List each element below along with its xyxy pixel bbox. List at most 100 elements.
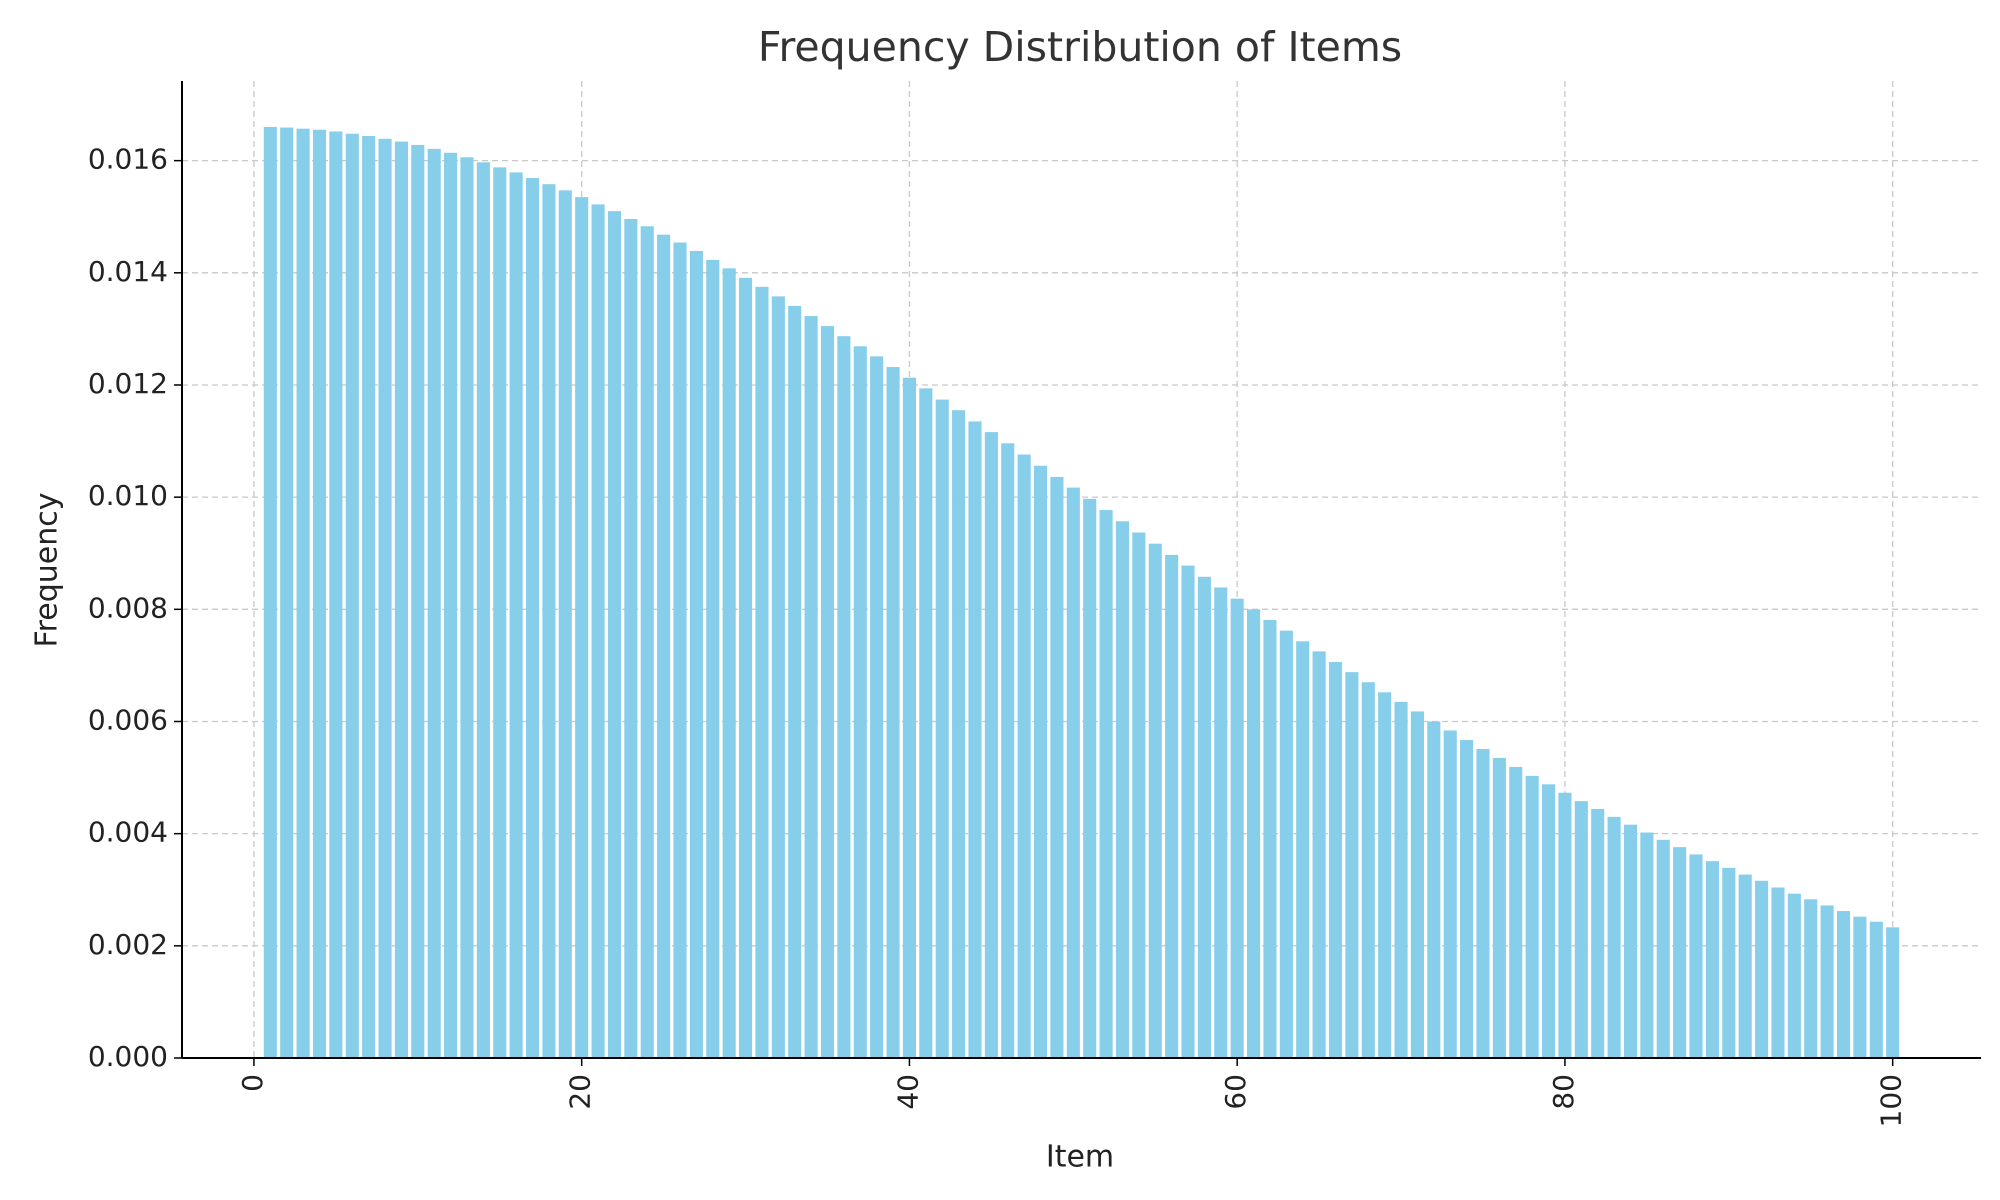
y-tick-label: 0.002 bbox=[88, 928, 168, 961]
bar bbox=[1361, 682, 1375, 1058]
y-tick-label: 0.012 bbox=[88, 367, 168, 400]
y-tick-label: 0.006 bbox=[88, 703, 168, 736]
bar bbox=[1115, 521, 1130, 1058]
bar bbox=[476, 162, 490, 1059]
bar bbox=[558, 190, 572, 1059]
bar bbox=[1427, 721, 1441, 1058]
bar bbox=[919, 388, 933, 1058]
bar bbox=[1755, 880, 1769, 1058]
bar bbox=[1443, 730, 1457, 1058]
bar bbox=[771, 296, 785, 1059]
bar bbox=[1083, 498, 1097, 1058]
bar bbox=[722, 268, 736, 1059]
bar bbox=[1492, 757, 1506, 1058]
bar bbox=[345, 133, 359, 1059]
bar bbox=[1787, 893, 1801, 1058]
bar bbox=[1853, 916, 1867, 1058]
bar bbox=[853, 346, 867, 1058]
bar bbox=[1328, 662, 1343, 1058]
bar bbox=[1197, 576, 1211, 1058]
bar bbox=[820, 326, 835, 1058]
bar bbox=[460, 157, 474, 1059]
bar bbox=[886, 367, 900, 1058]
bar bbox=[607, 211, 622, 1058]
bar bbox=[1722, 867, 1736, 1058]
bar bbox=[1247, 609, 1261, 1058]
y-tick-label: 0.010 bbox=[88, 479, 168, 512]
bar bbox=[1033, 465, 1048, 1059]
bar bbox=[1509, 766, 1523, 1058]
bar bbox=[329, 131, 343, 1059]
bar bbox=[640, 226, 654, 1059]
bar bbox=[1476, 748, 1490, 1058]
bar bbox=[444, 152, 458, 1058]
bar bbox=[706, 259, 720, 1058]
chart-title: Frequency Distribution of Items bbox=[758, 23, 1402, 71]
bar bbox=[312, 129, 327, 1058]
bar bbox=[673, 242, 687, 1059]
bar bbox=[952, 410, 966, 1058]
bar bbox=[1181, 565, 1195, 1058]
y-tick-label: 0.004 bbox=[88, 816, 168, 849]
bar bbox=[1001, 443, 1015, 1058]
bar bbox=[1558, 792, 1572, 1058]
y-axis-label: Frequency bbox=[30, 493, 65, 648]
y-tick-label: 0.000 bbox=[88, 1040, 168, 1073]
bar bbox=[1771, 887, 1785, 1058]
y-tick-label: 0.016 bbox=[88, 143, 168, 176]
bar bbox=[378, 138, 392, 1058]
x-tick-label: 20 bbox=[564, 1074, 597, 1110]
bar bbox=[1574, 801, 1588, 1058]
bar bbox=[1640, 832, 1654, 1058]
bar bbox=[1165, 554, 1179, 1058]
bar bbox=[870, 356, 884, 1058]
bar bbox=[935, 399, 949, 1058]
bar bbox=[689, 250, 703, 1058]
bar bbox=[394, 141, 408, 1058]
bar bbox=[1836, 911, 1851, 1058]
bar bbox=[1869, 921, 1883, 1058]
bar bbox=[263, 126, 277, 1058]
bar bbox=[804, 315, 818, 1058]
bar bbox=[1738, 874, 1752, 1058]
bar bbox=[1394, 701, 1408, 1058]
x-tick-label: 100 bbox=[1875, 1074, 1908, 1127]
bar bbox=[837, 336, 851, 1059]
bar bbox=[493, 167, 507, 1058]
bar bbox=[1132, 532, 1146, 1058]
bar bbox=[1214, 587, 1228, 1058]
bar bbox=[1230, 598, 1244, 1058]
bar bbox=[902, 377, 916, 1058]
bar bbox=[624, 218, 638, 1058]
bar bbox=[1541, 784, 1556, 1058]
x-axis-label: Item bbox=[1046, 1140, 1114, 1175]
x-tick-label: 60 bbox=[1219, 1074, 1252, 1110]
bar bbox=[1460, 739, 1474, 1058]
bar bbox=[1378, 692, 1392, 1058]
bar bbox=[280, 127, 294, 1058]
bar bbox=[968, 421, 982, 1059]
bar bbox=[1279, 630, 1293, 1058]
bar bbox=[1689, 854, 1703, 1058]
bar bbox=[591, 204, 605, 1059]
bar bbox=[427, 148, 441, 1059]
x-tick-label: 0 bbox=[236, 1074, 269, 1092]
bar bbox=[1050, 476, 1064, 1058]
bar bbox=[1886, 927, 1900, 1058]
bar bbox=[1591, 808, 1605, 1058]
bar bbox=[1345, 672, 1359, 1058]
bar bbox=[1623, 824, 1638, 1058]
bar bbox=[788, 305, 802, 1058]
x-tick-label: 40 bbox=[891, 1074, 924, 1110]
bar bbox=[1099, 510, 1113, 1059]
bar bbox=[1705, 861, 1719, 1058]
bar bbox=[362, 135, 376, 1058]
bar bbox=[984, 432, 998, 1058]
bar bbox=[1607, 816, 1621, 1058]
bar bbox=[575, 197, 589, 1058]
bar bbox=[509, 172, 523, 1059]
bar bbox=[739, 277, 753, 1058]
bar bbox=[1066, 487, 1080, 1058]
y-tick-label: 0.008 bbox=[88, 591, 168, 624]
